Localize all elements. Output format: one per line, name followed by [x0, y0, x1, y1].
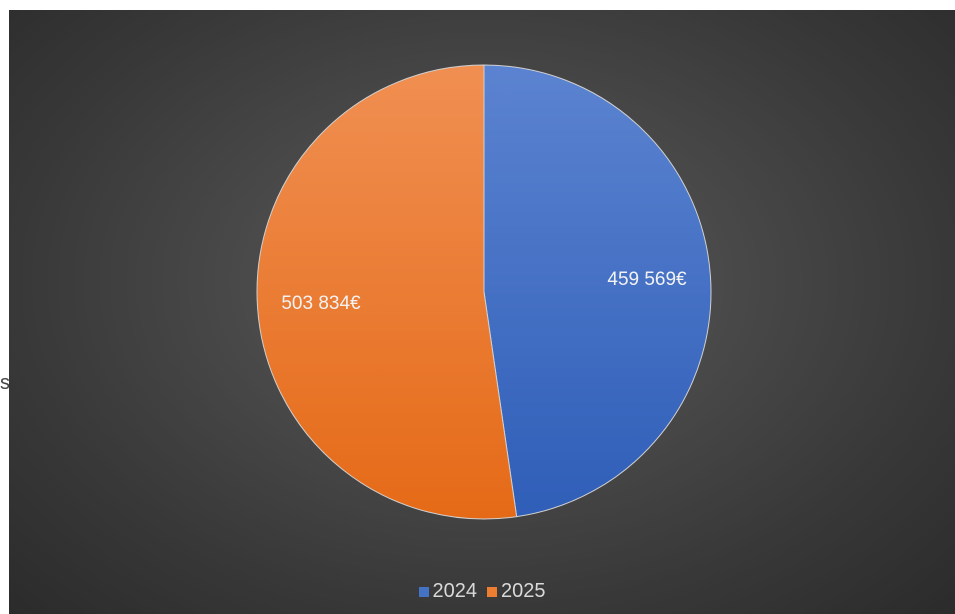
- data-label-2025: 503 834€: [281, 293, 361, 314]
- legend-label: 2024: [432, 580, 478, 602]
- legend-swatch-icon: [418, 586, 429, 597]
- legend-item-2024[interactable]: 2024: [418, 580, 478, 603]
- legend-label: 2025: [501, 580, 546, 602]
- pie-slices: [256, 64, 712, 520]
- clipped-edge-text: s: [0, 372, 10, 394]
- legend-swatch-icon: [487, 586, 497, 597]
- pie-slice-2025[interactable]: [256, 64, 518, 520]
- chart-area[interactable]: 459 569€ 503 834€ 2024 2025: [9, 10, 955, 614]
- data-label-2024: 459 569€: [607, 269, 687, 290]
- pie-chart: 459 569€ 503 834€: [256, 64, 712, 520]
- chart-legend: 2024 2025: [9, 580, 955, 603]
- legend-item-2025[interactable]: 2025: [487, 580, 546, 603]
- pie-data-labels: 459 569€ 503 834€: [281, 269, 687, 314]
- pie-slice-2024[interactable]: [483, 64, 712, 518]
